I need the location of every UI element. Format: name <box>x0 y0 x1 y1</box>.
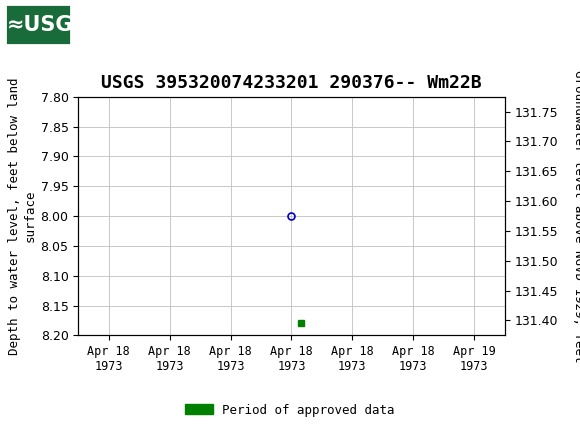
Y-axis label: Depth to water level, feet below land
surface: Depth to water level, feet below land su… <box>9 77 37 355</box>
FancyBboxPatch shape <box>5 4 71 46</box>
Y-axis label: Groundwater level above NGVD 1929, feet: Groundwater level above NGVD 1929, feet <box>572 70 580 362</box>
Legend: Period of approved data: Period of approved data <box>180 399 400 421</box>
Text: ≈USGS: ≈USGS <box>7 15 89 35</box>
Title: USGS 395320074233201 290376-- Wm22B: USGS 395320074233201 290376-- Wm22B <box>101 74 482 92</box>
